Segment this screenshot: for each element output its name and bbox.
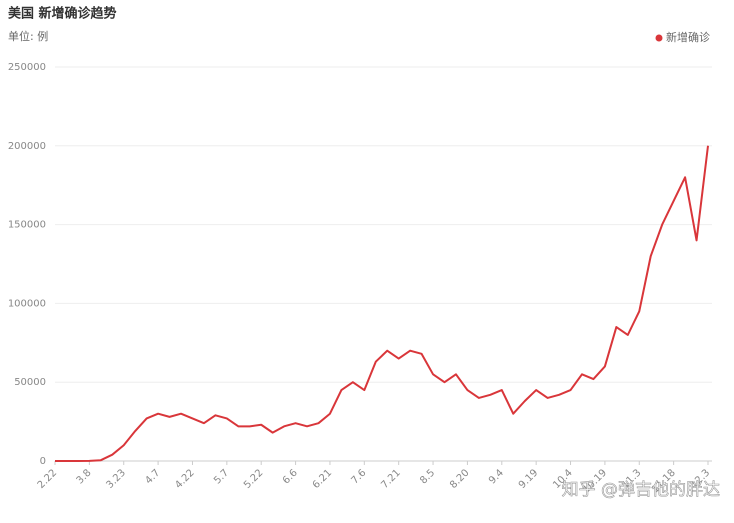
- y-tick-label: 200000: [8, 141, 46, 152]
- x-tick-label: 9.19: [517, 467, 541, 491]
- legend-label: 新增确诊: [666, 30, 710, 44]
- y-tick-label: 150000: [8, 220, 46, 231]
- x-tick-label: 8.20: [448, 467, 472, 491]
- x-tick-label: 3.8: [75, 467, 94, 486]
- legend-marker: [655, 34, 663, 42]
- y-tick-label: 250000: [8, 62, 46, 73]
- y-tick-label: 50000: [14, 377, 46, 388]
- line: [55, 145, 709, 462]
- chart-title: 美国 新增确诊趋势: [8, 6, 117, 22]
- watermark: 知乎 @弹吉他的胖达: [562, 480, 720, 500]
- x-tick-label: 9.4: [487, 467, 506, 486]
- x-tick-label: 6.6: [281, 467, 300, 486]
- x-tick-label: 3.23: [104, 467, 128, 491]
- x-tick-label: 6.21: [311, 467, 335, 491]
- x-tick-label: 7.6: [350, 467, 369, 486]
- y-tick-label: 100000: [8, 298, 46, 309]
- x-tick-label: 4.7: [143, 467, 162, 486]
- x-tick-label: 4.22: [173, 467, 197, 491]
- x-tick-label: 5.7: [212, 467, 231, 486]
- x-tick-label: 8.5: [418, 467, 437, 486]
- x-tick-label: 5.22: [242, 467, 266, 491]
- y-tick-label: 0: [40, 456, 46, 467]
- x-tick-label: 2.22: [36, 467, 60, 491]
- chart-subtitle: 单位: 例: [8, 29, 48, 43]
- x-tick-label: 7.21: [379, 467, 403, 491]
